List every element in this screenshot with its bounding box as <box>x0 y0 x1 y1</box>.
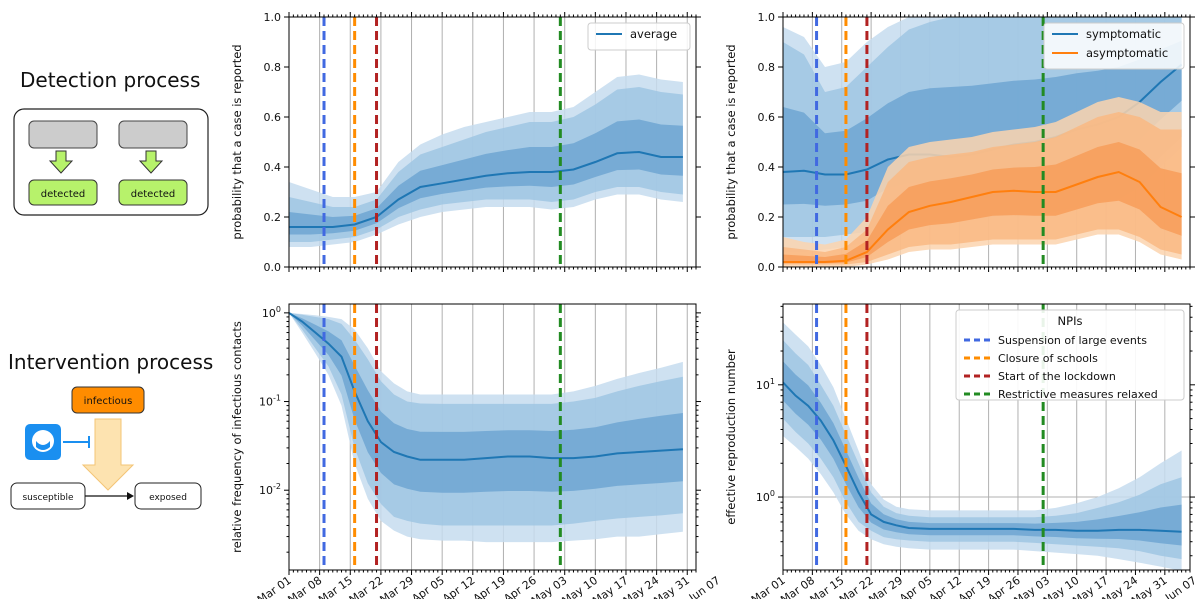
legend-title: NPIs <box>1058 314 1083 328</box>
hidden-case-box-1 <box>28 120 98 149</box>
chart-panel-1: 0.0 0.2 0.4 0.6 0.8 1.0 probability that a cas… <box>230 11 701 274</box>
detection-title: Detection process <box>20 68 201 92</box>
y-tick-label: 1.0 <box>758 11 776 24</box>
y-tick-label: 1.0 <box>264 11 282 24</box>
y-tick-label: 0.6 <box>758 111 776 124</box>
legend-label: asymptomatic <box>1086 46 1168 60</box>
y-tick-label: 101 <box>756 377 775 392</box>
intervention-title: Intervention process <box>8 350 214 374</box>
infectious-label: infectious <box>84 396 133 407</box>
plot-frame <box>782 16 1191 268</box>
plot-area <box>289 304 688 570</box>
legend-label: symptomatic <box>1086 27 1161 41</box>
y-tick-label: 10-2 <box>259 482 281 497</box>
legend-label: average <box>630 27 677 41</box>
legend-label: Closure of schools <box>998 352 1098 365</box>
down-arrow-icon <box>48 150 74 174</box>
transmission-arrow-icon <box>81 418 135 491</box>
band-90 <box>289 312 683 526</box>
susceptible-label: susceptible <box>22 493 74 503</box>
band-50 <box>783 361 1182 546</box>
legend-label: Suspension of large events <box>998 334 1147 347</box>
legend: symptomatic asymptomatic <box>1043 22 1185 70</box>
infectious-box <box>71 386 145 414</box>
x-tick-label: Jun 07 <box>686 574 723 599</box>
plot-area <box>783 304 1190 570</box>
y-axis-label: relative frequency of infectious contact… <box>230 321 244 553</box>
detection-schematic: detected detected <box>13 108 209 216</box>
plot-frame <box>288 16 697 268</box>
legend-label: Restrictive measures relaxed <box>998 388 1158 401</box>
y-tick-label: 0.2 <box>758 211 776 224</box>
y-axis-label: probability that a case is reported <box>724 44 738 239</box>
y-tick-label: 0.8 <box>264 61 282 74</box>
exposed-box <box>134 482 202 510</box>
legend-box <box>955 309 1185 401</box>
median-line <box>783 381 1182 533</box>
legend: average <box>587 22 691 51</box>
detected-box-2 <box>118 179 188 206</box>
band-50 <box>783 40 1182 206</box>
plot-area <box>289 17 688 267</box>
y-tick-label: 0.6 <box>264 111 282 124</box>
y-tick-label: 0.8 <box>758 61 776 74</box>
x-tick-label: Jun 07 <box>1162 574 1199 599</box>
detected-label: detected <box>131 189 176 200</box>
detected-label: detected <box>41 189 86 200</box>
median-line <box>289 150 683 228</box>
detected-box-1 <box>28 179 98 206</box>
y-axis-label: effective reproduction number <box>724 349 738 525</box>
band-50 <box>289 119 683 235</box>
intervention-schematic: infectious susceptible exposed <box>10 386 202 510</box>
y-tick-label: 0.4 <box>264 161 282 174</box>
legend: NPIs Suspension of large events Closure of… <box>955 309 1185 401</box>
legend-box <box>587 22 691 51</box>
median-line <box>783 170 1183 263</box>
y-tick-label: 10-1 <box>259 394 281 409</box>
y-axis-label: probability that a case is reported <box>230 44 244 239</box>
y-tick-label: 100 <box>262 305 281 320</box>
band-50 <box>783 142 1182 264</box>
down-arrow-icon <box>138 150 164 174</box>
y-tick-label: 0.4 <box>758 161 776 174</box>
legend-box <box>1043 22 1185 70</box>
y-tick-label: 100 <box>756 489 775 504</box>
hidden-case-box-2 <box>118 120 188 149</box>
median-line <box>289 312 683 461</box>
y-tick-label: 0.0 <box>758 261 776 274</box>
y-tick-label: 0.0 <box>264 261 282 274</box>
legend-label: Start of the lockdown <box>998 370 1116 383</box>
exposed-label: exposed <box>149 493 187 503</box>
chart-panel-2: 0.0 0.2 0.4 0.6 0.8 1.0 probability that a cas… <box>724 11 1195 274</box>
plot-frame <box>782 303 1191 571</box>
y-tick-label: 0.2 <box>264 211 282 224</box>
